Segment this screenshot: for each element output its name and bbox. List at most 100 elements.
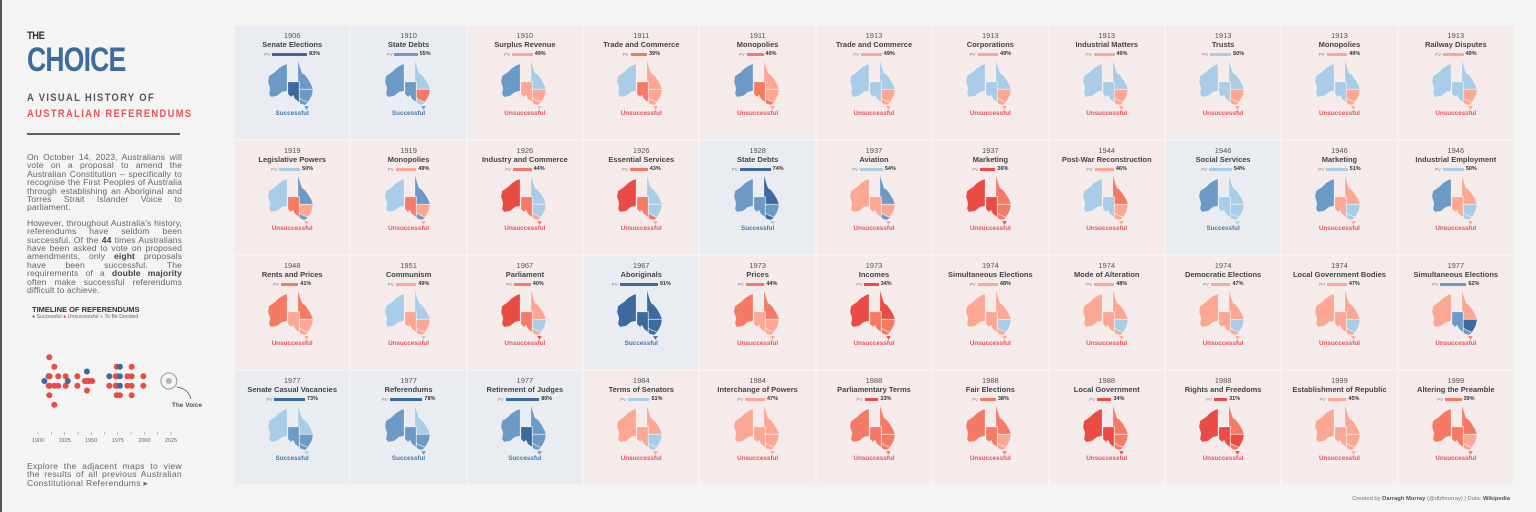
state-nsw[interactable] <box>1463 204 1478 218</box>
state-nsw[interactable] <box>532 434 547 448</box>
state-tas[interactable] <box>420 220 426 226</box>
voice-ring[interactable] <box>160 372 178 390</box>
state-qld[interactable] <box>414 59 430 90</box>
state-tas[interactable] <box>885 335 892 341</box>
referendum-card[interactable]: 1926 Industry and Commerce PV 44% Unsuccessf… <box>466 140 584 255</box>
state-vic[interactable] <box>881 98 891 106</box>
state-tas[interactable] <box>303 335 310 341</box>
state-wa[interactable] <box>849 408 870 443</box>
state-sa[interactable] <box>869 196 882 218</box>
state-wa[interactable] <box>966 63 986 98</box>
state-vic[interactable] <box>1346 98 1356 106</box>
referendum-card[interactable]: 1977 Referendums PV 78% Successful <box>350 370 467 485</box>
state-qld[interactable] <box>414 289 430 320</box>
state-sa[interactable] <box>986 311 998 333</box>
state-sa[interactable] <box>1451 311 1464 333</box>
state-sa[interactable] <box>404 81 416 103</box>
state-wa[interactable] <box>617 63 637 98</box>
state-vic[interactable] <box>1114 328 1124 336</box>
state-vic[interactable] <box>1463 98 1473 106</box>
referendum-card[interactable]: 1919 Monopolies PV 49% Unsuccessful <box>350 140 467 255</box>
state-nsw[interactable] <box>764 434 779 448</box>
state-wa[interactable] <box>1082 63 1102 98</box>
state-wa[interactable] <box>500 293 521 328</box>
referendum-card[interactable]: 1913 Corporations PV 49% Unsuccessful <box>932 25 1049 140</box>
timeline-dot[interactable] <box>128 373 135 380</box>
state-wa[interactable] <box>617 178 637 213</box>
state-nsw[interactable] <box>1114 89 1128 103</box>
timeline-dot[interactable] <box>46 354 53 361</box>
state-wa[interactable] <box>1315 63 1335 98</box>
referendum-card[interactable]: 1974 Local Government Bodies PV 47% Unsucces… <box>1281 255 1398 370</box>
state-tas[interactable] <box>1001 220 1008 226</box>
state-vic[interactable] <box>1346 443 1356 451</box>
state-tas[interactable] <box>1351 220 1357 226</box>
state-sa[interactable] <box>1335 311 1347 333</box>
state-tas[interactable] <box>1351 105 1357 111</box>
state-sa[interactable] <box>1218 311 1231 333</box>
state-sa[interactable] <box>404 311 416 333</box>
state-wa[interactable] <box>849 178 870 213</box>
state-sa[interactable] <box>1451 81 1464 103</box>
state-qld[interactable] <box>1228 289 1245 320</box>
state-tas[interactable] <box>1001 335 1008 341</box>
state-tas[interactable] <box>652 220 659 226</box>
state-wa[interactable] <box>1082 293 1102 328</box>
state-tas[interactable] <box>1467 335 1474 341</box>
state-nsw[interactable] <box>1230 89 1245 103</box>
state-tas[interactable] <box>769 450 775 456</box>
referendum-card[interactable]: 1974 Democratic Elections PV 47% Unsuccessfu… <box>1164 255 1282 370</box>
state-wa[interactable] <box>384 63 404 98</box>
state-vic[interactable] <box>764 443 775 451</box>
state-vic[interactable] <box>415 328 425 336</box>
state-qld[interactable] <box>1461 59 1478 90</box>
state-wa[interactable] <box>966 293 986 328</box>
state-vic[interactable] <box>881 213 891 221</box>
referendum-card[interactable]: 1967 Parliament PV 40% Unsuccessful <box>466 255 584 370</box>
timeline-dot[interactable] <box>124 373 131 380</box>
timeline-dot[interactable] <box>62 373 69 380</box>
state-qld[interactable] <box>879 174 896 205</box>
state-wa[interactable] <box>267 408 288 443</box>
state-vic[interactable] <box>997 443 1007 451</box>
state-tas[interactable] <box>769 335 775 341</box>
state-vic[interactable] <box>1114 213 1124 221</box>
state-sa[interactable] <box>1102 426 1114 448</box>
state-qld[interactable] <box>530 404 547 435</box>
state-wa[interactable] <box>1198 178 1219 213</box>
state-qld[interactable] <box>1112 289 1129 320</box>
state-tas[interactable] <box>1234 105 1241 111</box>
state-tas[interactable] <box>1351 335 1357 341</box>
state-qld[interactable] <box>996 289 1012 320</box>
state-sa[interactable] <box>637 81 649 103</box>
state-nsw[interactable] <box>1230 434 1245 448</box>
state-tas[interactable] <box>1118 220 1125 226</box>
state-qld[interactable] <box>1461 404 1478 435</box>
state-wa[interactable] <box>384 293 404 328</box>
state-sa[interactable] <box>1218 81 1231 103</box>
state-wa[interactable] <box>500 408 521 443</box>
state-vic[interactable] <box>648 443 658 451</box>
state-vic[interactable] <box>1230 213 1240 221</box>
state-qld[interactable] <box>1345 404 1361 435</box>
state-qld[interactable] <box>297 59 314 90</box>
state-qld[interactable] <box>1461 289 1478 320</box>
referendum-card[interactable]: 1999 Establishment of Republic PV 45% Unsucc… <box>1281 370 1398 485</box>
state-qld[interactable] <box>1345 289 1361 320</box>
state-sa[interactable] <box>637 311 649 333</box>
state-tas[interactable] <box>1001 105 1008 111</box>
referendum-card[interactable]: 1913 Trade and Commerce PV 49% Unsuccessful <box>815 25 933 140</box>
state-sa[interactable] <box>869 81 882 103</box>
referendum-card[interactable]: 1928 State Debts PV 74% Successful <box>699 140 816 255</box>
state-wa[interactable] <box>384 178 404 213</box>
state-nsw[interactable] <box>1230 204 1245 218</box>
referendum-card[interactable]: 1937 Aviation PV 54% Unsuccessful <box>815 140 933 255</box>
state-tas[interactable] <box>536 220 543 226</box>
timeline-dot[interactable] <box>55 373 62 380</box>
state-sa[interactable] <box>986 426 998 448</box>
state-nsw[interactable] <box>299 434 314 448</box>
state-nsw[interactable] <box>764 89 779 103</box>
referendum-card[interactable]: 1926 Essential Services PV 43% Unsuccessful <box>583 140 700 255</box>
state-wa[interactable] <box>1198 63 1219 98</box>
timeline-dot[interactable] <box>55 382 62 389</box>
